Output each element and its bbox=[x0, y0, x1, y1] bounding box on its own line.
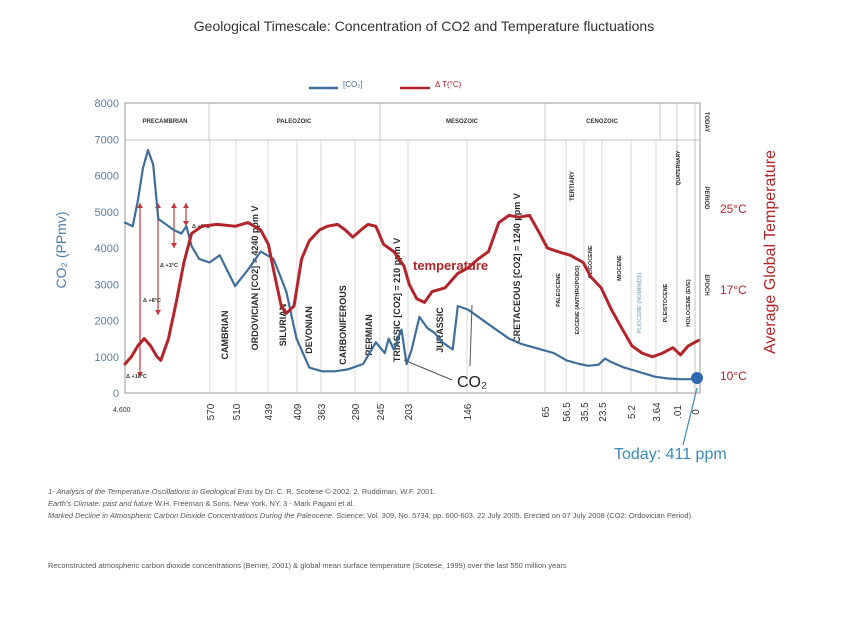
period-label: QUATERNARY bbox=[676, 150, 682, 185]
epoch-label: OLIGOCENE bbox=[588, 245, 594, 278]
era-label: CENOZOIC bbox=[586, 119, 618, 125]
epoch-label: HOLOCENE (EVE) bbox=[686, 279, 692, 327]
x-tick-label: .01 bbox=[673, 405, 684, 419]
right-axis-title: Average Global Temperature bbox=[762, 150, 779, 354]
reference-title-3: Marked Decline in Atmospheric Carbon Dio… bbox=[48, 511, 335, 520]
epoch-label: EOCENE (ANTHROPOIDS) bbox=[575, 265, 581, 334]
co2-series-line bbox=[123, 149, 700, 381]
x-tick-label: 363 bbox=[317, 403, 328, 420]
y-tick-label: 3000 bbox=[95, 279, 119, 291]
x-tick-label: 0 bbox=[691, 409, 702, 415]
today-marker bbox=[691, 372, 703, 384]
co2-series-label: CO₂ bbox=[457, 374, 487, 391]
x-tick-label: 146 bbox=[463, 403, 474, 420]
range-arrowhead bbox=[137, 372, 143, 377]
period-label: CAMBRIAN bbox=[220, 311, 230, 360]
y-tick-label: 8000 bbox=[95, 98, 119, 110]
period-label: CARBONIFEROUS bbox=[338, 285, 348, 365]
period-label: SILURIAN bbox=[278, 304, 288, 347]
today-callout: Today: 411 ppm bbox=[614, 446, 727, 463]
reference-text-2: W.H. Freeman & Sons. New York, NY. 3 - M… bbox=[152, 499, 355, 508]
co2-callout-line bbox=[403, 359, 453, 381]
reference-line-1: 1- Analysis of the Temperature Oscillati… bbox=[48, 486, 788, 498]
y-tick-label: 5000 bbox=[95, 207, 119, 219]
y-tick-label: 4000 bbox=[95, 243, 119, 255]
x-tick-label: 570 bbox=[206, 403, 217, 420]
x-tick-label: 245 bbox=[376, 403, 387, 420]
era-label: MESOZOIC bbox=[446, 119, 479, 125]
era-label: PALEOZOIC bbox=[277, 119, 312, 125]
today-header: TODAY bbox=[703, 112, 709, 132]
x-tick-label: 3.64 bbox=[652, 402, 663, 422]
plot-frame bbox=[124, 102, 701, 394]
period-label: JURASSIC bbox=[435, 307, 445, 353]
range-arrowhead bbox=[183, 221, 189, 226]
y-tick-label: 0 bbox=[113, 388, 119, 400]
y-axis-title: CO₂ (PPmv) bbox=[53, 212, 69, 289]
temperature-range-label: Δ +8°C bbox=[143, 298, 161, 304]
temperature-range-label: Δ +3°C bbox=[160, 263, 178, 269]
epoch-label: PALEOCENE bbox=[556, 273, 562, 307]
period-header: PERIOD bbox=[703, 186, 709, 210]
epoch-label: PLEISTOCENE bbox=[663, 283, 669, 322]
range-arrowhead bbox=[171, 203, 177, 208]
range-arrowhead bbox=[171, 243, 177, 248]
range-arrowhead bbox=[183, 203, 189, 208]
chart-title: Geological Timescale: Concentration of C… bbox=[193, 18, 655, 34]
x-tick-label: 203 bbox=[404, 403, 415, 420]
y-tick-label: 2000 bbox=[95, 316, 119, 328]
epoch-label: PLIOCENE (HOMINIDS) bbox=[637, 272, 643, 333]
y-tick-label: 7000 bbox=[95, 134, 119, 146]
y-tick-label: 1000 bbox=[95, 352, 119, 364]
x-tick-label: 510 bbox=[232, 403, 243, 420]
x-tick-label: 35.5 bbox=[580, 402, 591, 422]
period-label: TRIASSIC [CO2] = 210 ppm V bbox=[392, 238, 402, 362]
x-tick-label: 5.2 bbox=[627, 405, 638, 419]
temperature-series-line bbox=[123, 213, 700, 366]
reference-line-3: Marked Decline in Atmospheric Carbon Dio… bbox=[48, 510, 788, 522]
period-label: PERMIAN bbox=[364, 314, 374, 356]
x-tick-label: 290 bbox=[351, 403, 362, 420]
period-label: TERTIARY bbox=[570, 171, 576, 201]
range-arrowhead bbox=[155, 310, 161, 315]
reference-line-2: Earth's Climate: past and future W.H. Fr… bbox=[48, 498, 788, 510]
x-tick-label: 65 bbox=[541, 406, 552, 418]
chart: PRECAMBRIAN PALEOZOIC MESOZOIC CENOZOIC 0 100… bbox=[53, 80, 779, 463]
period-label: DEVONIAN bbox=[304, 306, 314, 354]
temperature-range-label: Δ +10°C bbox=[126, 374, 147, 380]
reference-title-2: Earth's Climate: past and future bbox=[48, 499, 153, 508]
era-label: PRECAMBRIAN bbox=[143, 119, 188, 125]
range-arrowhead bbox=[137, 203, 143, 208]
right-tick-label: 10°C bbox=[720, 369, 747, 383]
x-tick-label: 56.5 bbox=[562, 402, 573, 422]
temperature-series-label: temperature bbox=[413, 258, 488, 273]
co2-callout-line bbox=[469, 304, 473, 367]
right-tick-label: 17°C bbox=[720, 283, 747, 297]
right-tick-label: 25°C bbox=[720, 202, 747, 216]
legend-co2-label: [CO₂] bbox=[343, 80, 363, 89]
reference-text-3: Science; Vol. 309, No. 5734; pp. 600-603… bbox=[334, 511, 694, 520]
epoch-header: EPOCH bbox=[703, 274, 709, 295]
reference-title-1: 1- Analysis of the Temperature Oscillati… bbox=[48, 487, 253, 496]
x-tick-label: 439 bbox=[264, 403, 275, 420]
references: 1- Analysis of the Temperature Oscillati… bbox=[48, 486, 788, 522]
figure-caption: Reconstructed atmospheric carbon dioxide… bbox=[48, 561, 567, 570]
y-tick-label: 6000 bbox=[95, 171, 119, 183]
period-label: ORDOVICIAN [CO2] = 4240 ppm V bbox=[250, 206, 260, 351]
x-tick-label: 409 bbox=[293, 403, 304, 420]
today-callout-line bbox=[682, 387, 698, 446]
period-label: CRETACEOUS [CO2] = 1240 ppm V bbox=[512, 193, 522, 343]
legend-temp-label: Δ T(°C) bbox=[435, 80, 462, 89]
epoch-label: MIOCENE bbox=[617, 255, 623, 281]
x-tick-label-start: 4,600 bbox=[113, 407, 131, 414]
reference-text-1: by Dr. C. R. Scotese © 2002. 2. Ruddiman… bbox=[252, 487, 436, 496]
x-tick-label: 23.5 bbox=[598, 402, 609, 422]
